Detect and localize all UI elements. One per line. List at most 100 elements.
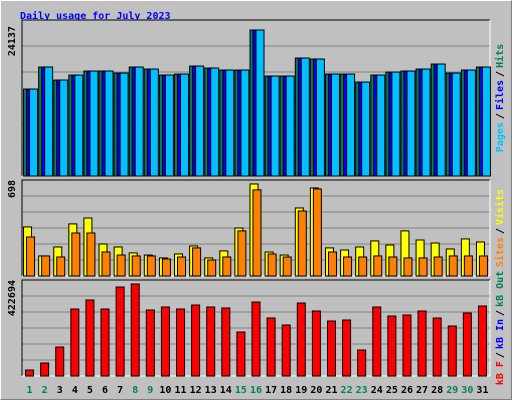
bar [358,256,368,277]
bar [44,66,54,177]
x-tick-label: 18 [280,385,292,396]
bar [115,286,125,377]
bar [192,247,202,277]
bar [207,259,217,277]
legend: Pages / Files / Hits [494,44,506,152]
bar [327,251,337,277]
x-tick-label: 3 [57,385,63,396]
bar [255,29,265,177]
x-tick-label: 11 [174,385,186,396]
bar [130,283,140,377]
bar [100,308,110,377]
bar [222,256,232,277]
legend-separator: / [495,352,506,358]
x-tick-label: 26 [401,385,413,396]
bar [402,314,412,377]
x-tick-label: 7 [117,385,123,396]
legend-entry: kB F [495,361,506,385]
bar [297,210,307,277]
bar [26,236,36,277]
bar [282,256,292,277]
x-tick-label: 23 [356,385,368,396]
x-tick-label: 9 [147,385,153,396]
bar [406,70,416,177]
bar [251,301,261,377]
bar [266,317,276,377]
x-tick-label: 20 [310,385,322,396]
bar [119,72,129,177]
bar [56,256,66,277]
bar [270,75,280,177]
x-tick-label: 31 [476,385,488,396]
bar [176,308,186,377]
bar [373,255,383,277]
bar [388,256,398,277]
x-tick-label: 4 [72,385,78,396]
x-tick-label: 6 [102,385,108,396]
bar [418,257,428,277]
legend: Sites / Visits [494,189,506,267]
bar [342,319,352,377]
bar [357,349,367,377]
bar [221,307,231,377]
bar [25,369,35,377]
y-tick-label: 422694 [7,280,18,316]
legend-entry: Sites [494,237,506,267]
bar [180,73,190,177]
x-tick-label: 29 [446,385,458,396]
bar [281,324,291,377]
bar [206,306,216,377]
bar [267,253,277,277]
bar [225,69,235,177]
bar [85,299,95,377]
bar [134,66,144,177]
bar [346,73,356,177]
x-tick-label: 5 [87,385,93,396]
bar [433,256,443,277]
x-tick-label: 30 [461,385,473,396]
bar [343,256,353,277]
bar [481,66,491,177]
bar [195,65,205,177]
bar [86,232,96,277]
plot-border-dark [21,179,490,276]
x-tick-label: 2 [42,385,48,396]
bar [146,255,156,277]
bar [177,256,187,277]
legend-entry: kB In [495,319,506,349]
chart-title: Daily usage for July 2023 [20,10,171,22]
bar [41,255,51,277]
bar [361,81,371,177]
legend: kB F / kB In / kB Out [495,271,506,385]
legend-entry: kB Out [495,271,506,307]
bar [145,309,155,377]
bar [296,302,306,377]
bar [191,304,201,377]
legend-separator: / [495,71,506,77]
bar [161,258,171,277]
bar [421,68,431,177]
bar [240,69,250,177]
bar [463,255,473,277]
x-tick-label: 28 [431,385,443,396]
bar [451,72,461,177]
x-tick-label: 10 [159,385,171,396]
bar [311,310,321,377]
bar [237,230,247,277]
bar [104,70,114,177]
bar [74,74,84,177]
bar [59,79,69,177]
plot-border-dark [21,279,490,376]
x-tick-label: 21 [325,385,337,396]
legend-separator: / [495,228,506,234]
bar [285,75,295,177]
x-tick-label: 14 [220,385,232,396]
bar [210,67,220,177]
bar [71,232,81,277]
bar [447,325,457,377]
bar [40,362,50,377]
plot-border-dark [21,19,490,176]
bar [478,255,488,277]
